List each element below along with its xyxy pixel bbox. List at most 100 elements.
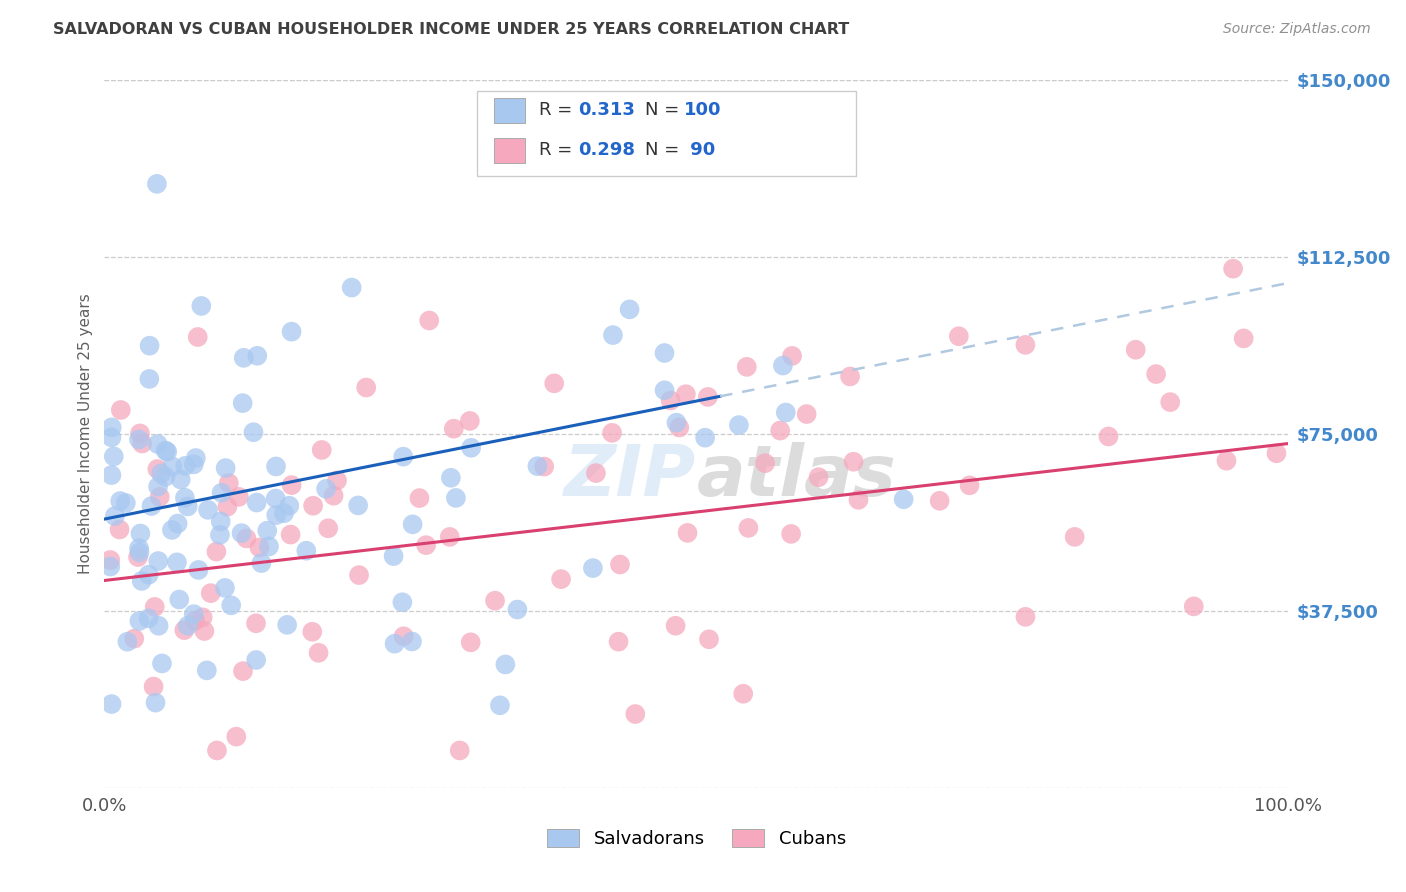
Point [246, 349, 269, 363]
Point [439, 530, 461, 544]
Point [187, 563, 209, 577]
Point [187, 330, 209, 344]
Text: atlas: atlas [696, 442, 896, 511]
Point [100, 697, 122, 711]
Point [246, 495, 269, 509]
Point [1125, 343, 1147, 357]
Point [108, 494, 131, 508]
Point [250, 556, 273, 570]
Point [772, 359, 794, 373]
Point [150, 467, 173, 481]
Point [146, 462, 169, 476]
Point [278, 499, 301, 513]
Point [893, 492, 915, 507]
Point [401, 517, 423, 532]
Point [150, 657, 173, 671]
Point [948, 329, 970, 343]
Point [108, 523, 131, 537]
Point [190, 299, 212, 313]
Text: R =: R = [538, 102, 578, 120]
Point [624, 706, 647, 721]
Point [141, 499, 163, 513]
Point [391, 595, 413, 609]
Point [197, 503, 219, 517]
Point [218, 476, 240, 491]
Point [146, 480, 169, 494]
Point [484, 593, 506, 607]
Point [138, 611, 160, 625]
Point [225, 730, 247, 744]
Point [146, 437, 169, 451]
Point [959, 478, 981, 492]
Point [301, 624, 323, 639]
Point [654, 384, 676, 398]
Point [585, 466, 607, 480]
Text: SALVADORAN VS CUBAN HOUSEHOLDER INCOME UNDER 25 YEARS CORRELATION CHART: SALVADORAN VS CUBAN HOUSEHOLDER INCOME U… [53, 22, 849, 37]
Text: ZIP: ZIP [564, 442, 696, 511]
Point [449, 743, 471, 757]
Point [654, 346, 676, 360]
Point [184, 614, 207, 628]
Point [619, 302, 641, 317]
Point [100, 420, 122, 434]
Point [1063, 530, 1085, 544]
Point [392, 629, 415, 643]
Point [602, 328, 624, 343]
Point [155, 443, 177, 458]
Point [169, 592, 191, 607]
Point [1222, 261, 1244, 276]
Point [440, 471, 463, 485]
Point [494, 657, 516, 672]
Point [415, 538, 437, 552]
Point [208, 528, 231, 542]
Y-axis label: Householder Income Under 25 years: Householder Income Under 25 years [79, 293, 93, 574]
Point [149, 490, 172, 504]
Point [807, 470, 830, 484]
Point [232, 351, 254, 365]
Text: Source: ZipAtlas.com: Source: ZipAtlas.com [1223, 22, 1371, 37]
Point [155, 469, 177, 483]
Point [733, 687, 755, 701]
Point [780, 349, 803, 363]
Point [600, 425, 623, 440]
Point [160, 523, 183, 537]
Point [148, 619, 170, 633]
Point [347, 568, 370, 582]
Point [122, 632, 145, 646]
Point [928, 493, 950, 508]
Point [232, 664, 254, 678]
Point [104, 509, 127, 524]
Point [98, 559, 121, 574]
Point [347, 499, 370, 513]
Point [148, 554, 170, 568]
Point [129, 426, 152, 441]
Point [100, 468, 122, 483]
Text: 100: 100 [683, 102, 721, 120]
Point [848, 492, 870, 507]
Point [1215, 454, 1237, 468]
Text: N =: N = [644, 102, 685, 120]
Point [392, 450, 415, 464]
Point [146, 177, 169, 191]
Point [796, 407, 818, 421]
Point [103, 450, 125, 464]
Point [315, 482, 337, 496]
Point [1265, 446, 1288, 460]
Point [458, 414, 481, 428]
Point [264, 491, 287, 506]
Point [214, 581, 236, 595]
Point [1233, 331, 1256, 345]
Point [418, 313, 440, 327]
Point [228, 490, 250, 504]
Point [231, 526, 253, 541]
Point [280, 478, 302, 492]
Point [735, 359, 758, 374]
Text: R =: R = [538, 141, 578, 160]
Point [138, 567, 160, 582]
Legend: Salvadorans, Cubans: Salvadorans, Cubans [537, 820, 855, 857]
Point [156, 444, 179, 458]
Point [131, 436, 153, 450]
Point [675, 387, 697, 401]
Point [665, 416, 688, 430]
Point [142, 680, 165, 694]
